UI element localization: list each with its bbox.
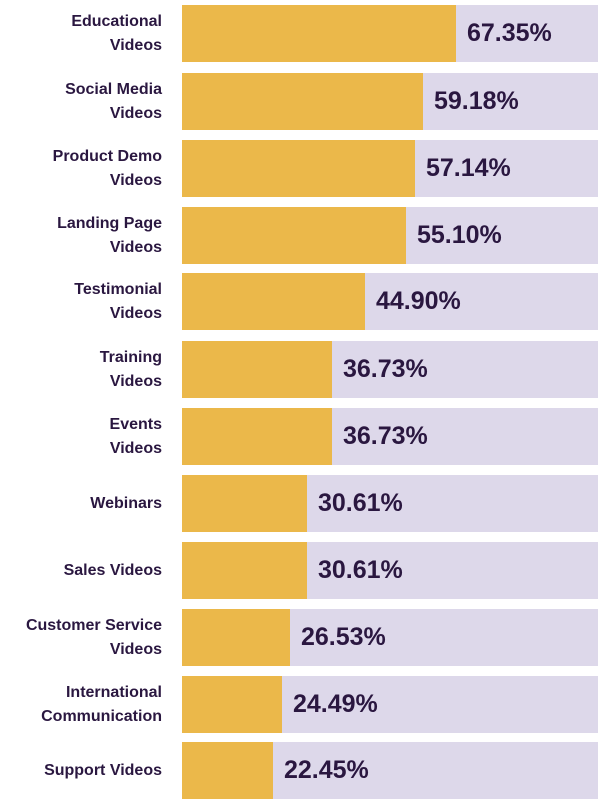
bar — [182, 73, 423, 130]
bar — [182, 475, 307, 532]
bar — [182, 140, 415, 197]
bar — [182, 273, 365, 330]
value-label: 30.61% — [318, 556, 403, 584]
category-label: Social Media Videos — [0, 73, 162, 130]
category-label: Sales Videos — [0, 542, 162, 599]
bar-track: 67.35% — [182, 5, 598, 62]
bar-track: 30.61% — [182, 475, 598, 532]
category-label: Educational Videos — [0, 5, 162, 62]
bar — [182, 207, 406, 264]
value-label: 57.14% — [426, 154, 511, 182]
category-label-line: Landing Page — [57, 214, 162, 232]
category-label: Product Demo Videos — [0, 140, 162, 197]
bar-track: 36.73% — [182, 341, 598, 398]
category-label: Testimonial Videos — [0, 273, 162, 330]
value-label: 24.49% — [293, 690, 378, 718]
category-label-line: Videos — [109, 171, 162, 189]
bar-row: Testimonial Videos 44.90% — [0, 273, 600, 330]
bar — [182, 408, 332, 465]
bar-track: 55.10% — [182, 207, 598, 264]
category-label-line: Videos — [109, 104, 162, 122]
value-label: 26.53% — [301, 623, 386, 651]
bar — [182, 609, 290, 666]
bar-row: Product Demo Videos 57.14% — [0, 140, 600, 197]
value-label: 30.61% — [318, 489, 403, 517]
category-label-line: Customer Service — [25, 616, 162, 634]
bar-row: Educational Videos 67.35% — [0, 5, 600, 62]
value-label: 22.45% — [284, 756, 369, 784]
bar-track: 26.53% — [182, 609, 598, 666]
bar — [182, 742, 273, 799]
category-label-line: Training — [99, 348, 162, 366]
category-label-line: Sales Videos — [63, 561, 162, 579]
category-label-line: Support Videos — [44, 761, 162, 779]
category-label-line: Communication — [41, 707, 162, 725]
bar-track: 30.61% — [182, 542, 598, 599]
category-label-line: Events — [109, 415, 162, 433]
value-label: 44.90% — [376, 287, 461, 315]
category-label-line: Videos — [109, 640, 162, 658]
category-label: Training Videos — [0, 341, 162, 398]
category-label-line: Videos — [109, 238, 162, 256]
bar-row: Customer Service Videos 26.53% — [0, 609, 600, 666]
bar-row: Support Videos 22.45% — [0, 742, 600, 799]
bar-row: Webinars 30.61% — [0, 475, 600, 532]
value-label: 36.73% — [343, 422, 428, 450]
bar — [182, 542, 307, 599]
category-label-line: Educational — [71, 12, 162, 30]
bar-track: 44.90% — [182, 273, 598, 330]
category-label-line: Social Media — [65, 80, 162, 98]
bar-track: 24.49% — [182, 676, 598, 733]
category-label-line: Videos — [109, 439, 162, 457]
category-label-line: Webinars — [90, 494, 162, 512]
value-label: 59.18% — [434, 87, 519, 115]
bar-track: 57.14% — [182, 140, 598, 197]
bar — [182, 5, 456, 62]
bar-track: 59.18% — [182, 73, 598, 130]
bar — [182, 341, 332, 398]
bar-track: 36.73% — [182, 408, 598, 465]
category-label: Support Videos — [0, 742, 162, 799]
category-label: Webinars — [0, 475, 162, 532]
bar — [182, 676, 282, 733]
category-label-line: International — [65, 683, 162, 701]
category-label: Events Videos — [0, 408, 162, 465]
category-label-line: Videos — [109, 372, 162, 390]
category-label-line: Videos — [109, 304, 162, 322]
category-label: Customer Service Videos — [0, 609, 162, 666]
bar-row: International Communication 24.49% — [0, 676, 600, 733]
value-label: 67.35% — [467, 19, 552, 47]
value-label: 55.10% — [417, 221, 502, 249]
category-label-line: Videos — [109, 36, 162, 54]
category-label: International Communication — [0, 676, 162, 733]
bar-row: Events Videos 36.73% — [0, 408, 600, 465]
bar-row: Landing Page Videos 55.10% — [0, 207, 600, 264]
category-label-line: Testimonial — [74, 280, 162, 298]
bar-track: 22.45% — [182, 742, 598, 799]
category-label: Landing Page Videos — [0, 207, 162, 264]
bar-row: Sales Videos 30.61% — [0, 542, 600, 599]
bar-row: Training Videos 36.73% — [0, 341, 600, 398]
category-label-line: Product Demo — [52, 147, 162, 165]
bar-row: Social Media Videos 59.18% — [0, 73, 600, 130]
value-label: 36.73% — [343, 355, 428, 383]
